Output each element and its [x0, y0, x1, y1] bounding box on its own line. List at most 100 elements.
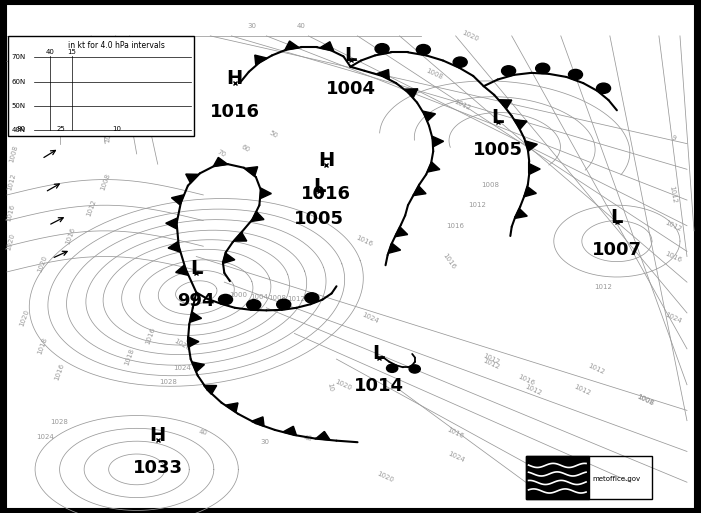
Circle shape	[247, 300, 261, 310]
Text: 1005: 1005	[294, 210, 344, 228]
Polygon shape	[192, 362, 205, 372]
Circle shape	[386, 364, 397, 372]
Text: 1016: 1016	[210, 103, 260, 121]
Text: 25: 25	[57, 126, 65, 132]
Text: 1004: 1004	[250, 293, 268, 300]
Polygon shape	[315, 431, 330, 440]
Text: 9: 9	[669, 135, 676, 142]
Text: 10: 10	[326, 382, 333, 392]
Text: 30: 30	[261, 439, 269, 445]
Polygon shape	[433, 136, 444, 147]
Text: 1014: 1014	[353, 377, 404, 395]
Text: L: L	[611, 208, 623, 227]
Polygon shape	[320, 42, 334, 51]
Polygon shape	[168, 242, 180, 252]
Circle shape	[409, 365, 421, 373]
Polygon shape	[524, 186, 536, 197]
Text: L: L	[190, 259, 203, 278]
Text: 1016: 1016	[64, 227, 76, 245]
Text: H: H	[318, 151, 334, 170]
Text: H: H	[226, 69, 243, 88]
Text: 40N: 40N	[11, 127, 25, 133]
Text: 30: 30	[248, 23, 257, 29]
Text: 1004: 1004	[87, 104, 95, 122]
Text: 1020: 1020	[173, 338, 191, 352]
Polygon shape	[188, 337, 199, 347]
Text: 1016: 1016	[517, 373, 535, 386]
Circle shape	[305, 293, 319, 303]
Text: 1000: 1000	[104, 124, 113, 143]
Polygon shape	[190, 312, 202, 322]
Text: in kt for 4.0 hPa intervals: in kt for 4.0 hPa intervals	[68, 41, 165, 50]
Circle shape	[219, 294, 233, 305]
Circle shape	[375, 44, 389, 54]
Circle shape	[277, 299, 291, 309]
Text: 1012: 1012	[594, 284, 612, 290]
Text: 1020: 1020	[334, 378, 353, 391]
Text: 60: 60	[240, 144, 251, 153]
Text: 1012: 1012	[669, 186, 677, 204]
Circle shape	[502, 66, 516, 76]
Text: L: L	[491, 108, 504, 127]
Text: 994: 994	[177, 292, 215, 310]
Text: 50N: 50N	[11, 103, 25, 109]
Text: 15: 15	[67, 49, 76, 55]
Polygon shape	[427, 162, 440, 172]
Text: 1012: 1012	[482, 352, 500, 366]
Text: 1018: 1018	[124, 347, 135, 366]
Polygon shape	[404, 89, 418, 98]
Text: 1033: 1033	[132, 459, 183, 477]
Text: 1020: 1020	[461, 29, 479, 43]
Polygon shape	[223, 253, 235, 264]
Text: 1016: 1016	[355, 234, 374, 248]
Text: 60N: 60N	[11, 78, 25, 85]
Text: 1024: 1024	[664, 311, 682, 325]
Text: 1028: 1028	[159, 379, 177, 385]
Text: 1020: 1020	[36, 255, 48, 273]
Text: 1008: 1008	[62, 93, 71, 112]
Text: 70: 70	[215, 149, 226, 159]
Text: 1024: 1024	[361, 311, 379, 325]
Text: 1008: 1008	[426, 68, 444, 81]
Text: 1016: 1016	[54, 363, 65, 381]
Text: 1008: 1008	[636, 393, 654, 407]
Polygon shape	[514, 120, 527, 129]
Text: 1012: 1012	[287, 295, 305, 302]
Polygon shape	[233, 232, 247, 241]
Text: 1005: 1005	[472, 141, 523, 159]
Bar	[526, 456, 652, 499]
Text: 1012: 1012	[468, 202, 486, 208]
Text: 40: 40	[304, 435, 313, 442]
Text: 1012: 1012	[482, 358, 500, 371]
Circle shape	[597, 83, 611, 93]
Circle shape	[453, 57, 467, 67]
Text: 1008: 1008	[9, 145, 19, 163]
Text: 1007: 1007	[592, 241, 642, 259]
Text: 1016: 1016	[664, 250, 682, 263]
Text: 1016: 1016	[447, 427, 465, 440]
Text: 1012: 1012	[86, 199, 97, 217]
Text: 80: 80	[17, 126, 25, 132]
Text: 1012: 1012	[664, 219, 682, 232]
Polygon shape	[376, 69, 389, 79]
Text: 1012: 1012	[587, 363, 605, 376]
Circle shape	[569, 69, 583, 80]
Polygon shape	[413, 186, 426, 195]
Polygon shape	[172, 195, 184, 205]
Polygon shape	[423, 111, 435, 121]
Polygon shape	[254, 55, 267, 65]
Polygon shape	[525, 141, 538, 151]
Text: 50: 50	[268, 130, 279, 139]
Text: 1024: 1024	[36, 434, 55, 440]
Polygon shape	[515, 208, 527, 219]
Text: L: L	[372, 344, 385, 363]
Polygon shape	[245, 167, 258, 176]
Text: 1016: 1016	[447, 223, 465, 229]
Text: 70N: 70N	[11, 54, 25, 61]
Text: 1008: 1008	[482, 182, 500, 188]
Text: 1016: 1016	[145, 327, 156, 345]
Text: H: H	[149, 426, 166, 445]
Text: 1020: 1020	[376, 470, 395, 484]
Polygon shape	[283, 426, 297, 436]
Text: 1016: 1016	[6, 204, 15, 222]
